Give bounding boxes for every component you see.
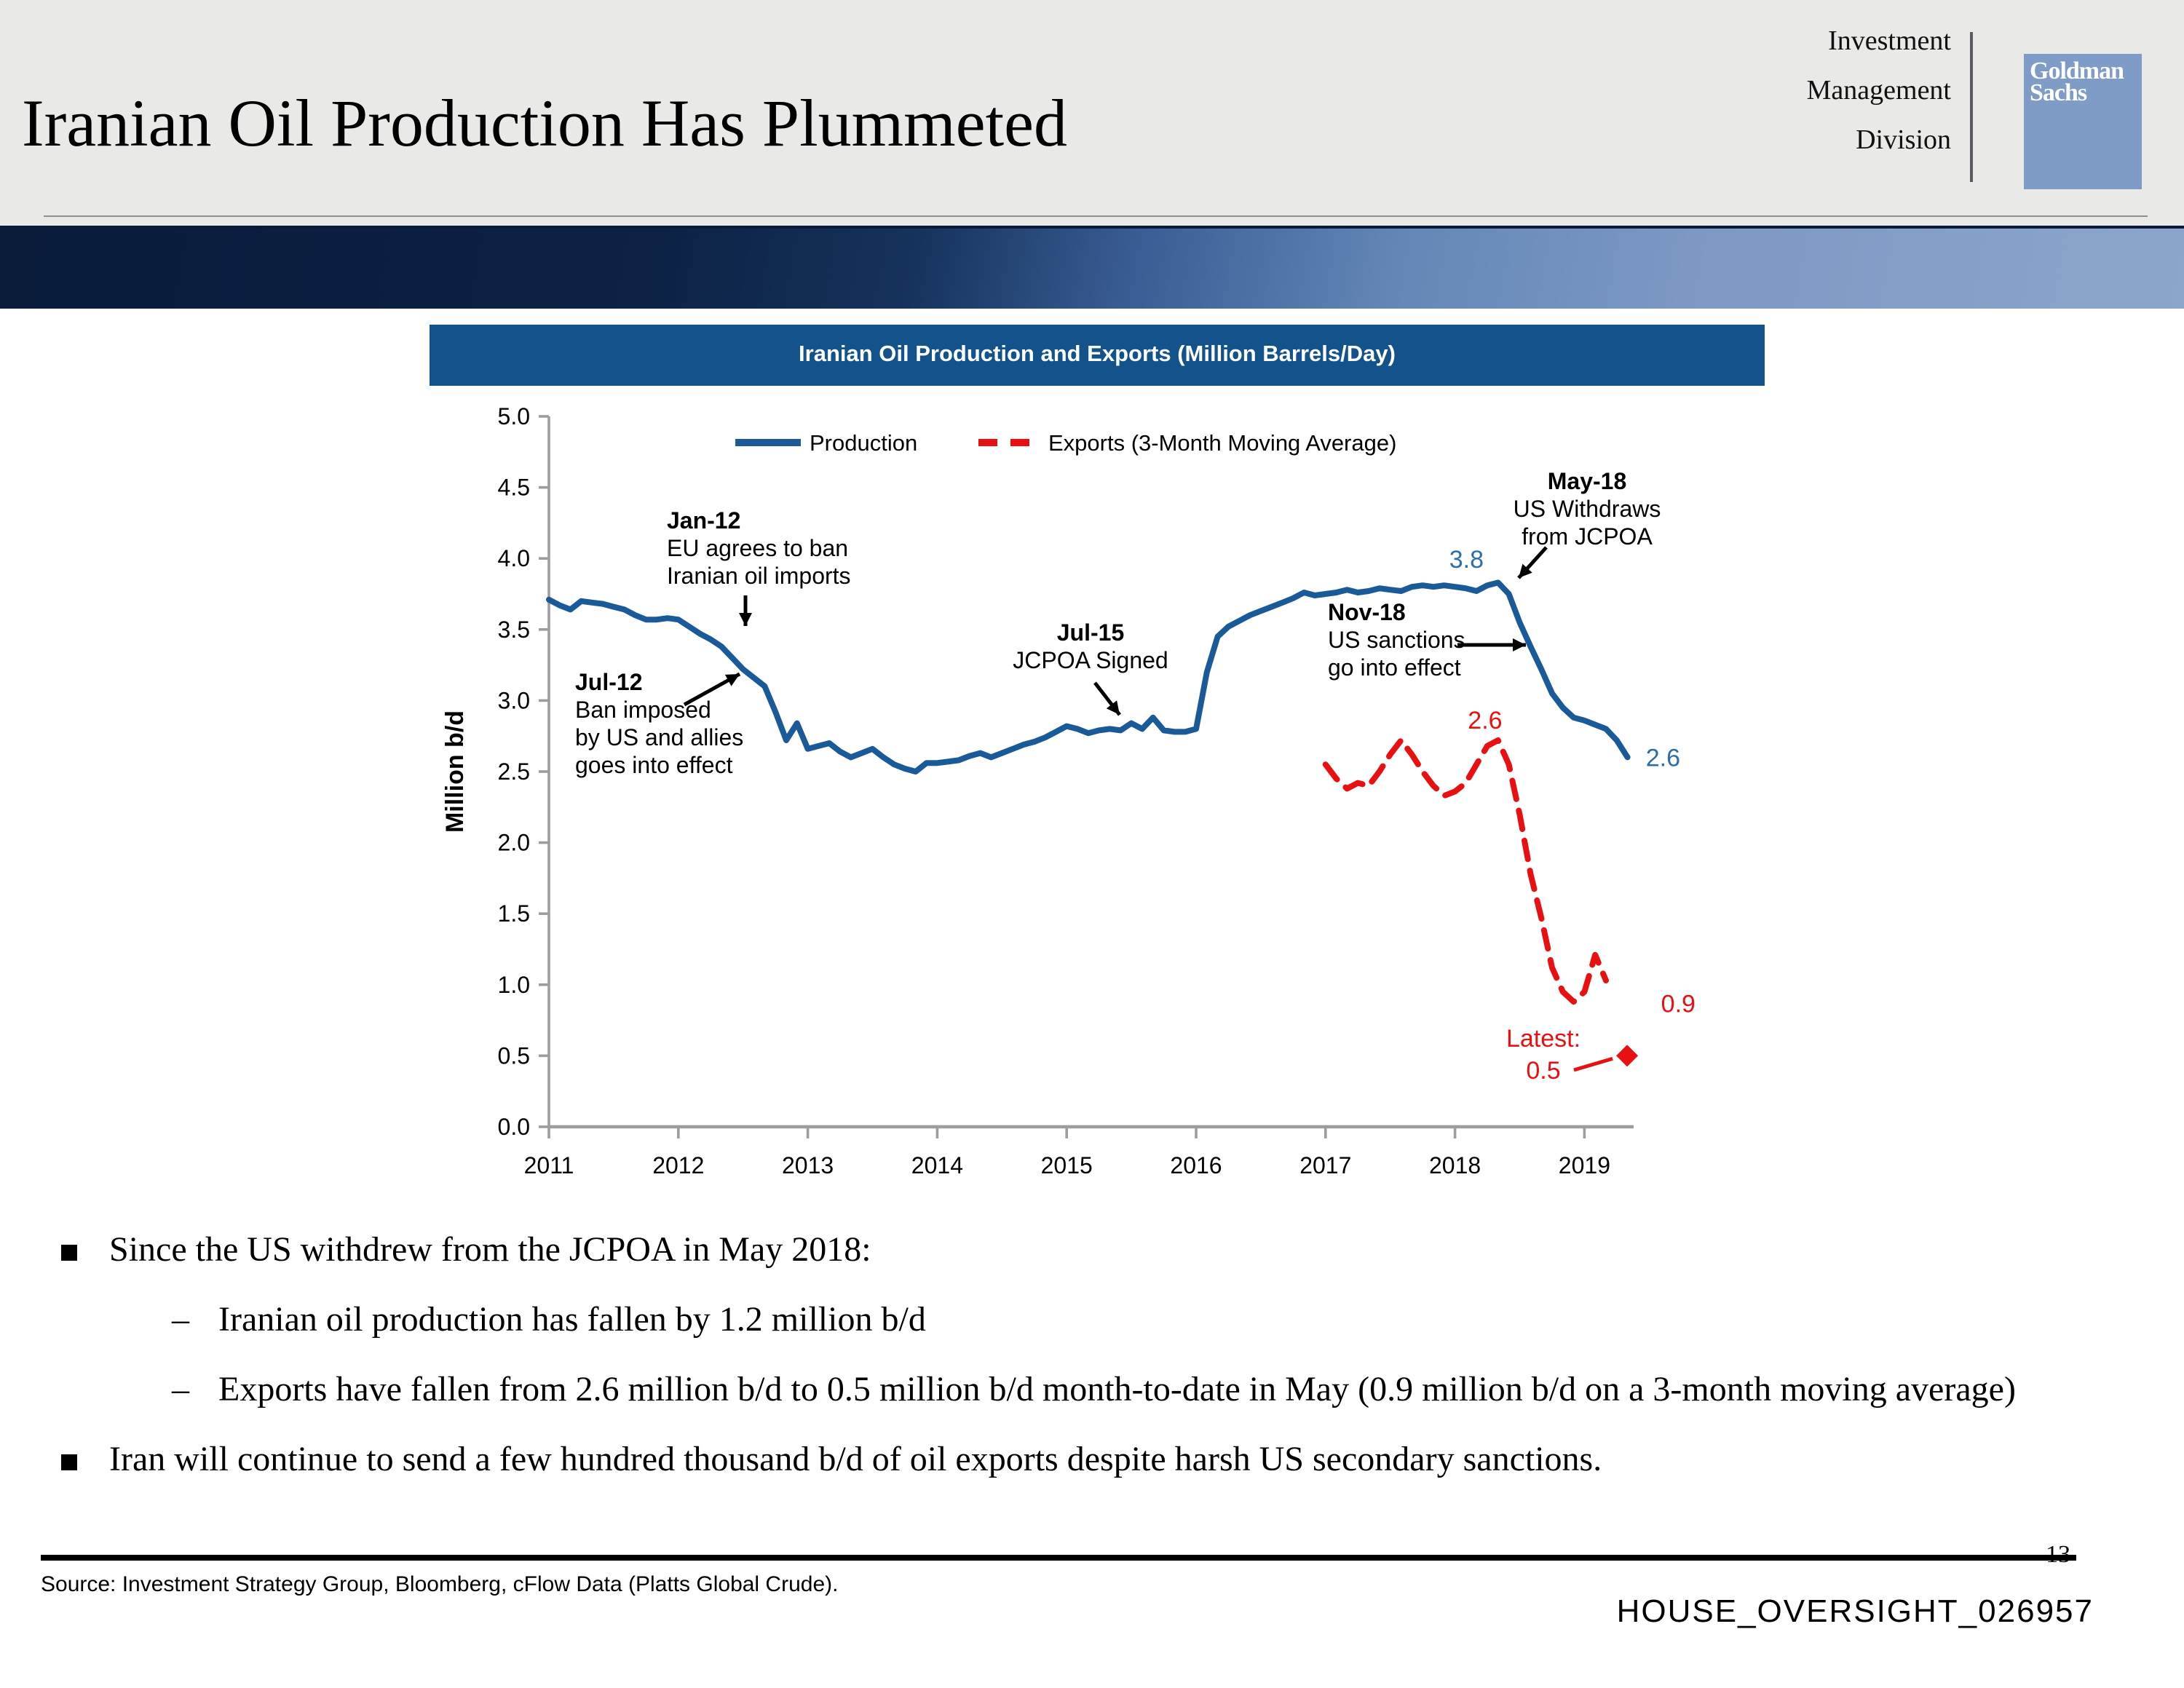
goldman-sachs-logo: Goldman Sachs: [2024, 54, 2142, 189]
y-tick-label: 1.0: [498, 972, 530, 998]
exports-line: [1322, 737, 1609, 1005]
division-line: Management: [1806, 76, 1951, 106]
annotation-may18: from JCPOA: [1522, 523, 1653, 550]
y-axis-title: Million b/d: [441, 710, 469, 833]
header-rule: [44, 215, 2148, 217]
y-tick-label: 3.5: [498, 617, 530, 643]
x-tick-label: 2012: [652, 1152, 704, 1178]
bullet-item: – Exports have fallen from 2.6 million b…: [61, 1366, 2140, 1416]
footer-rule: [41, 1555, 2076, 1561]
annotation-jan12: Jan-12: [667, 507, 740, 534]
division-line: Investment: [1828, 26, 1951, 57]
latest-label: Latest:: [1506, 1025, 1580, 1053]
annotation-nov18: Nov-18: [1328, 599, 1406, 625]
x-tick-label: 2019: [1559, 1152, 1610, 1178]
y-tick-label: 0.0: [498, 1114, 530, 1140]
value-label-prod-peak: 3.8: [1449, 546, 1484, 574]
bullet-text: Iran will continue to send a few hundred…: [109, 1441, 1602, 1479]
bullet-item: – Iranian oil production has fallen by 1…: [61, 1296, 2140, 1347]
annotation-may18: US Withdraws: [1514, 496, 1661, 522]
document-id-watermark: HOUSE_OVERSIGHT_026957: [1616, 1593, 2094, 1629]
value-label-prod-latest: 2.6: [1646, 744, 1680, 772]
latest-connector: [1573, 1057, 1613, 1072]
y-tick-label: 2.5: [498, 758, 530, 785]
value-label-exp-peak: 2.6: [1468, 707, 1502, 734]
y-tick-label: 2.0: [498, 830, 530, 856]
dash-bullet-icon: –: [172, 1371, 189, 1409]
x-tick-label: 2015: [1041, 1152, 1093, 1178]
chart-title-bar: Iranian Oil Production and Exports (Mill…: [430, 325, 1765, 386]
logo-word: Sachs: [2030, 79, 2087, 106]
square-bullet-icon: [61, 1435, 109, 1486]
page-title: Iranian Oil Production Has Plummeted: [22, 86, 1067, 160]
annotation-arrowhead: [724, 674, 740, 686]
annotation-arrowhead: [1513, 638, 1526, 651]
annotation-jul15: Jul-15: [1057, 619, 1124, 646]
production-exports-chart: 0.0 0.5 1.0 1.5 2.0 2.5 3.0 3.5 4.0 4.5 5.0 2011 201…: [441, 403, 1696, 1178]
annotation-may18: May-18: [1548, 468, 1627, 494]
latest-diamond-marker: [1616, 1045, 1639, 1067]
y-tick-label: 5.0: [498, 403, 530, 429]
bullet-list: Since the US withdrew from the JCPOA in …: [61, 1226, 2140, 1505]
x-tick-label: 2016: [1170, 1152, 1222, 1178]
value-label-exp-ma: 0.9: [1661, 990, 1696, 1018]
annotation-arrowhead: [739, 613, 752, 626]
y-tick-label: 3.0: [498, 687, 530, 713]
production-line: [546, 579, 1631, 774]
annotation-jul12: by US and allies: [575, 724, 743, 750]
logo-word: Goldman: [2030, 57, 2124, 84]
bullet-text: Iranian oil production has fallen by 1.2…: [218, 1301, 926, 1339]
x-tick-label: 2017: [1299, 1152, 1351, 1178]
annotation-arrowhead: [1519, 563, 1532, 578]
y-tick-label: 1.5: [498, 900, 530, 927]
bullet-text: Since the US withdrew from the JCPOA in …: [109, 1232, 871, 1269]
bullet-item: Iran will continue to send a few hundred…: [61, 1435, 2140, 1486]
annotation-jan12: Iranian oil imports: [667, 563, 851, 589]
bullet-text: Exports have fallen from 2.6 million b/d…: [218, 1371, 2016, 1409]
source-note: Source: Investment Strategy Group, Bloom…: [41, 1572, 839, 1597]
page-number: 13: [2046, 1540, 2070, 1568]
annotation-jan12: EU agrees to ban: [667, 535, 848, 561]
x-tick-label: 2011: [524, 1152, 574, 1178]
division-label: Investment Management Division: [1807, 17, 1951, 166]
y-tick-label: 4.5: [498, 475, 530, 501]
annotation-nov18: go into effect: [1328, 654, 1461, 681]
dash-bullet-icon: –: [172, 1301, 189, 1339]
annotation-jul15: JCPOA Signed: [1013, 647, 1168, 673]
annotation-jul12: Jul-12: [575, 669, 642, 695]
square-bullet-icon: [61, 1226, 109, 1277]
y-tick-label: 4.0: [498, 545, 530, 571]
x-tick-label: 2018: [1429, 1152, 1481, 1178]
chart-title: Iranian Oil Production and Exports (Mill…: [799, 342, 1396, 367]
latest-label: 0.5: [1526, 1057, 1560, 1085]
division-line: Division: [1856, 125, 1951, 156]
x-tick-label: 2013: [782, 1152, 834, 1178]
annotation-nov18: US sanctions: [1328, 627, 1465, 653]
bullet-item: Since the US withdrew from the JCPOA in …: [61, 1226, 2140, 1277]
legend-label: Exports (3-Month Moving Average): [1048, 430, 1396, 456]
header: Iranian Oil Production Has Plummeted Inv…: [0, 0, 2184, 226]
annotation-arrowhead: [1106, 700, 1120, 715]
legend-label: Production: [810, 430, 917, 456]
decorative-gradient-band: [0, 226, 2184, 309]
header-divider: [1970, 32, 1973, 182]
x-tick-label: 2014: [911, 1152, 963, 1178]
annotation-jul12: goes into effect: [575, 752, 733, 778]
y-tick-label: 0.5: [498, 1042, 530, 1069]
